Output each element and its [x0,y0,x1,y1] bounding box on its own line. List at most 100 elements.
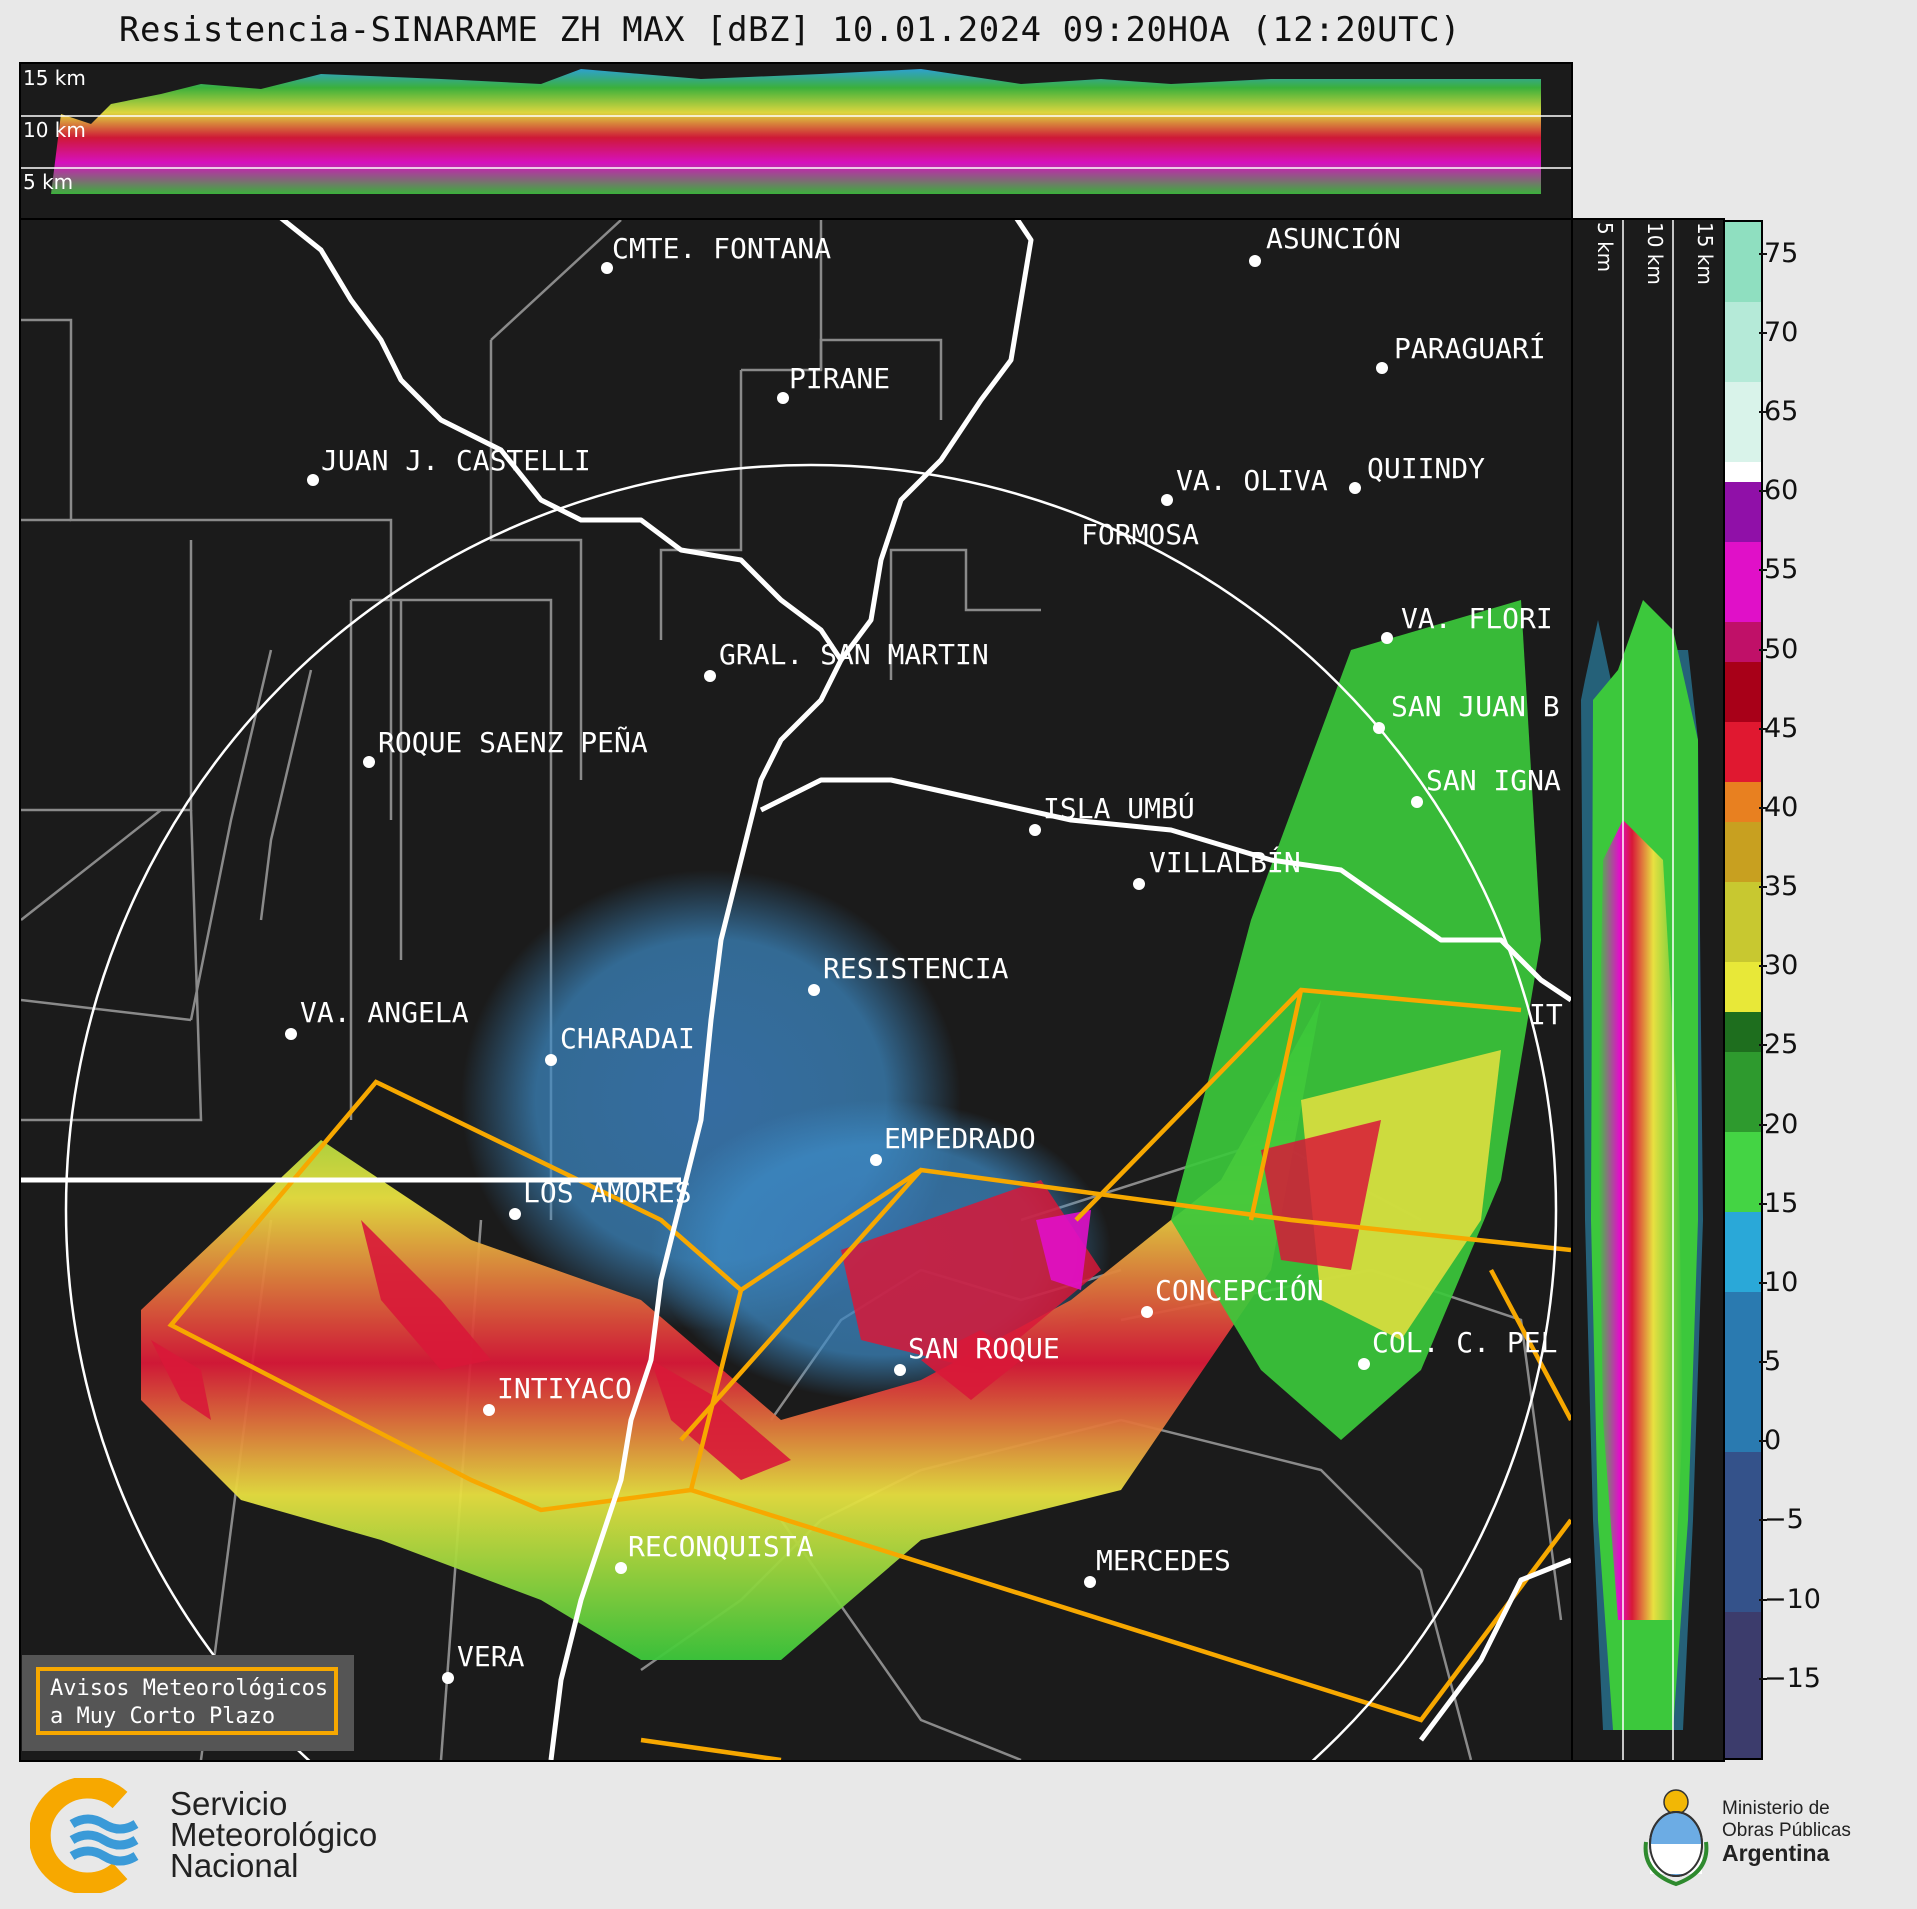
side-cross-section: 5 km 10 km 15 km [1571,218,1725,1762]
colorbar-tick-label: 40 [1764,791,1799,823]
colorbar-tick-mark [1759,1440,1767,1443]
city-marker [1381,632,1393,644]
colorbar-tick-label: 55 [1764,554,1799,586]
mop-logo-text: Ministerio de Obras Públicas Argentina [1722,1798,1851,1867]
colorbar-tick-mark [1759,1677,1767,1680]
colorbar-tick-mark [1759,965,1767,968]
side-strip-label-15km: 15 km [1693,222,1717,285]
top-strip-label-10km: 10 km [23,118,86,142]
city-marker [1133,878,1145,890]
colorbar-tick-label: −5 [1764,1504,1804,1536]
city-label-villalbin: VILLALBÍN [1149,846,1301,879]
city-marker [870,1154,882,1166]
warning-polygons [167,987,1571,1760]
colorbar-gradient [1725,222,1761,1758]
city-marker [1411,796,1423,808]
smn-logo-text: Servicio Meteorológico Nacional [170,1785,378,1882]
city-label-san-roque: SAN ROQUE [908,1332,1060,1365]
colorbar-tick-mark [1759,727,1767,730]
city-label-resistencia: RESISTENCIA [823,952,1009,985]
colorbar-tick-label: −15 [1764,1662,1821,1694]
city-marker [1141,1306,1153,1318]
city-label-va-angela: VA. ANGELA [300,996,469,1029]
city-label-san-juan-b: SAN JUAN B [1391,690,1560,723]
colorbar-tick-mark [1759,1281,1767,1284]
mop-line-1: Ministerio de [1722,1798,1830,1819]
top-strip-label-15km: 15 km [23,66,86,90]
colorbar-tick-label: 75 [1764,237,1799,269]
colorbar-tick-label: 50 [1764,633,1799,665]
mop-line-2: Obras Públicas [1722,1820,1851,1841]
colorbar-tick-mark [1759,1044,1767,1047]
city-marker [1358,1358,1370,1370]
colorbar-tick-label: 35 [1764,871,1799,903]
colorbar-tick-mark [1759,648,1767,651]
colorbar-tick-mark [1759,1598,1767,1601]
city-label-quiindy: QUIINDY [1367,452,1486,485]
smn-line-2: Meteorológico [170,1816,378,1853]
chart-title: Resistencia-SINARAME ZH MAX [dBZ] 10.01.… [118,10,1462,50]
avisos-line-1: Avisos Meteorológicos [50,1676,329,1701]
colorbar-tick-mark [1759,331,1767,334]
city-label-los-amores: LOS AMORES [523,1176,692,1209]
colorbar-tick-mark [1759,569,1767,572]
colorbar-tick-label: 15 [1764,1187,1799,1219]
city-label-juan-j-castelli: JUAN J. CASTELLI [321,444,591,477]
city-label-mercedes: MERCEDES [1096,1544,1231,1577]
colorbar-tick-label: −10 [1764,1583,1821,1615]
colorbar-tick-label: 45 [1764,712,1799,744]
colorbar-tick-mark [1759,490,1767,493]
city-marker [615,1562,627,1574]
city-label-empedrado: EMPEDRADO [884,1122,1036,1155]
city-label-paraguari: PARAGUARÍ [1394,332,1546,365]
colorbar-tick-mark [1759,1361,1767,1364]
colorbar-tick-mark [1759,886,1767,889]
city-label-concepcion: CONCEPCIÓN [1155,1274,1324,1307]
colorbar-tick-label: 10 [1764,1266,1799,1298]
city-marker [1349,482,1361,494]
city-label-gral-san-martin: GRAL. SAN MARTIN [719,638,989,671]
city-marker [442,1672,454,1684]
dbz-colorbar [1723,220,1763,1760]
argentina-coat-of-arms-icon [1643,1789,1709,1887]
colorbar-tick-mark [1759,1519,1767,1522]
top-cross-section-echo [21,69,1571,194]
city-marker [1249,255,1261,267]
side-strip-label-10km: 10 km [1643,222,1667,285]
city-marker [1376,362,1388,374]
smn-logo-icon [30,1778,139,1893]
colorbar-tick-mark [1759,1202,1767,1205]
city-marker-radar [808,984,820,996]
radar-map[interactable]: CMTE. FONTANA ASUNCIÓN PIRANE PARAGUARÍ … [19,218,1573,1762]
colorbar-tick-label: 25 [1764,1029,1799,1061]
range-ring [64,463,1558,1760]
colorbar-tick-label: 65 [1764,396,1799,428]
city-marker [509,1208,521,1220]
city-marker [483,1404,495,1416]
city-marker [285,1028,297,1040]
city-marker [1029,824,1041,836]
mop-line-3: Argentina [1722,1840,1830,1866]
city-marker [363,756,375,768]
city-marker [1373,722,1385,734]
colorbar-tick-label: 30 [1764,950,1799,982]
top-cross-section: 15 km 10 km 5 km [19,62,1573,220]
side-cross-section-echo [1581,220,1703,1760]
smn-line-1: Servicio [170,1785,288,1822]
city-label-reconquista: RECONQUISTA [628,1530,814,1563]
colorbar-tick-mark [1759,1123,1767,1126]
city-label-charadai: CHARADAI [560,1022,695,1055]
side-strip-label-5km: 5 km [1593,222,1617,273]
avisos-label: Avisos Meteorológicos a Muy Corto Plazo [36,1667,338,1735]
colorbar-tick-label: 20 [1764,1108,1799,1140]
city-label-roque-saenz-pena: ROQUE SAENZ PEÑA [378,726,648,759]
city-marker [307,474,319,486]
colorbar-tick-label: 5 [1764,1346,1782,1378]
top-strip-label-5km: 5 km [23,170,74,194]
city-label-vera: VERA [457,1640,525,1673]
city-marker [777,392,789,404]
city-label-asuncion: ASUNCIÓN [1266,222,1401,255]
city-label-cmte-fontana: CMTE. FONTANA [612,232,832,265]
colorbar-tick-mark [1759,806,1767,809]
city-label-intiyaco: INTIYACO [497,1372,632,1405]
